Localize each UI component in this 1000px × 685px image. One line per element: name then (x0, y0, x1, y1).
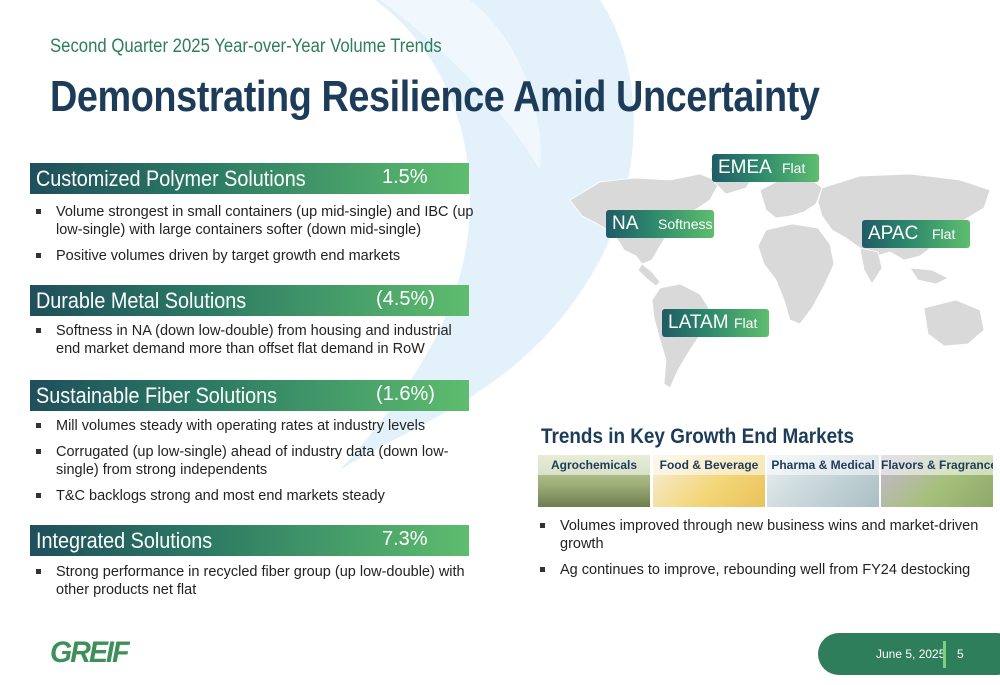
page-number: 5 (957, 647, 964, 661)
market-tile-food-beverage: Food & Beverage (653, 455, 765, 507)
segment-name: Durable Metal Solutions (36, 288, 247, 313)
bullet-icon (36, 253, 41, 258)
region-name: APAC (868, 223, 919, 244)
trends-title: Trends in Key Growth End Markets (541, 425, 854, 448)
segment-value: (1.6%) (376, 383, 435, 405)
bullet-icon (540, 523, 545, 528)
region-name: LATAM (668, 312, 729, 333)
segment-value: 7.3% (382, 528, 428, 550)
region-status: Flat (734, 315, 758, 331)
bullet-item: Positive volumes driven by target growth… (36, 247, 476, 265)
market-tile-flavors-fragrances: Flavors & Fragrances (881, 455, 993, 507)
market-label: Pharma & Medical (771, 458, 875, 472)
bullet-icon (36, 423, 41, 428)
bullet-item: Mill volumes steady with operating rates… (36, 417, 476, 435)
bullet-item: Volumes improved through new business wi… (540, 517, 990, 553)
segment-bullets-polymer: Volume strongest in small containers (up… (36, 203, 476, 273)
segment-value: (4.5%) (376, 288, 435, 310)
region-emea: EMEA Flat (712, 154, 819, 182)
market-label: Flavors & Fragrances (881, 458, 993, 472)
segment-bar-integrated: Integrated Solutions 7.3% (30, 525, 469, 556)
region-latam: LATAM Flat (662, 309, 769, 337)
market-label: Agrochemicals (550, 458, 638, 472)
footer-pill (818, 633, 1000, 675)
bullet-item: Softness in NA (down low-double) from ho… (36, 322, 476, 358)
slide-subtitle: Second Quarter 2025 Year-over-Year Volum… (50, 36, 442, 57)
bullet-item: Corrugated (up low-single) ahead of indu… (36, 443, 476, 479)
world-map (569, 163, 991, 389)
segment-name: Integrated Solutions (36, 528, 213, 553)
segment-bar-polymer: Customized Polymer Solutions 1.5% (30, 163, 469, 194)
slide-title: Demonstrating Resilience Amid Uncertaint… (50, 72, 820, 121)
bullet-icon (540, 567, 545, 572)
bullet-icon (36, 449, 41, 454)
market-tile-pharma-medical: Pharma & Medical (767, 455, 879, 507)
segment-bullets-fiber: Mill volumes steady with operating rates… (36, 417, 476, 513)
bullet-item: Ag continues to improve, rebounding well… (540, 561, 990, 579)
region-apac: APAC Flat (862, 220, 970, 248)
region-status: Flat (782, 160, 806, 176)
region-status: Softness (658, 216, 713, 232)
bullet-icon (36, 493, 41, 498)
region-na: NA Softness (606, 210, 714, 238)
segment-bullets-metal: Softness in NA (down low-double) from ho… (36, 322, 476, 366)
segment-value: 1.5% (382, 166, 428, 188)
segment-bar-metal: Durable Metal Solutions (4.5%) (30, 285, 469, 316)
segment-bullets-integrated: Strong performance in recycled fiber gro… (36, 563, 476, 607)
footer-date: June 5, 2025 (876, 647, 946, 661)
segment-name: Sustainable Fiber Solutions (36, 383, 278, 408)
bullet-item: T&C backlogs strong and most end markets… (36, 487, 476, 505)
market-label: Food & Beverage (659, 458, 759, 472)
bullet-icon (36, 328, 41, 333)
greif-logo: GREIF (50, 636, 129, 669)
segment-bar-fiber: Sustainable Fiber Solutions (1.6%) (30, 380, 469, 411)
trends-bullets: Volumes improved through new business wi… (540, 517, 990, 587)
region-name: NA (612, 213, 639, 234)
bullet-icon (36, 209, 41, 214)
bullet-item: Volume strongest in small containers (up… (36, 203, 476, 239)
footer-separator (943, 641, 946, 668)
region-status: Flat (932, 226, 956, 242)
bullet-item: Strong performance in recycled fiber gro… (36, 563, 476, 599)
market-tile-agrochemicals: Agrochemicals (538, 455, 650, 507)
segment-name: Customized Polymer Solutions (36, 166, 306, 191)
bullet-icon (36, 569, 41, 574)
region-name: EMEA (718, 157, 772, 178)
